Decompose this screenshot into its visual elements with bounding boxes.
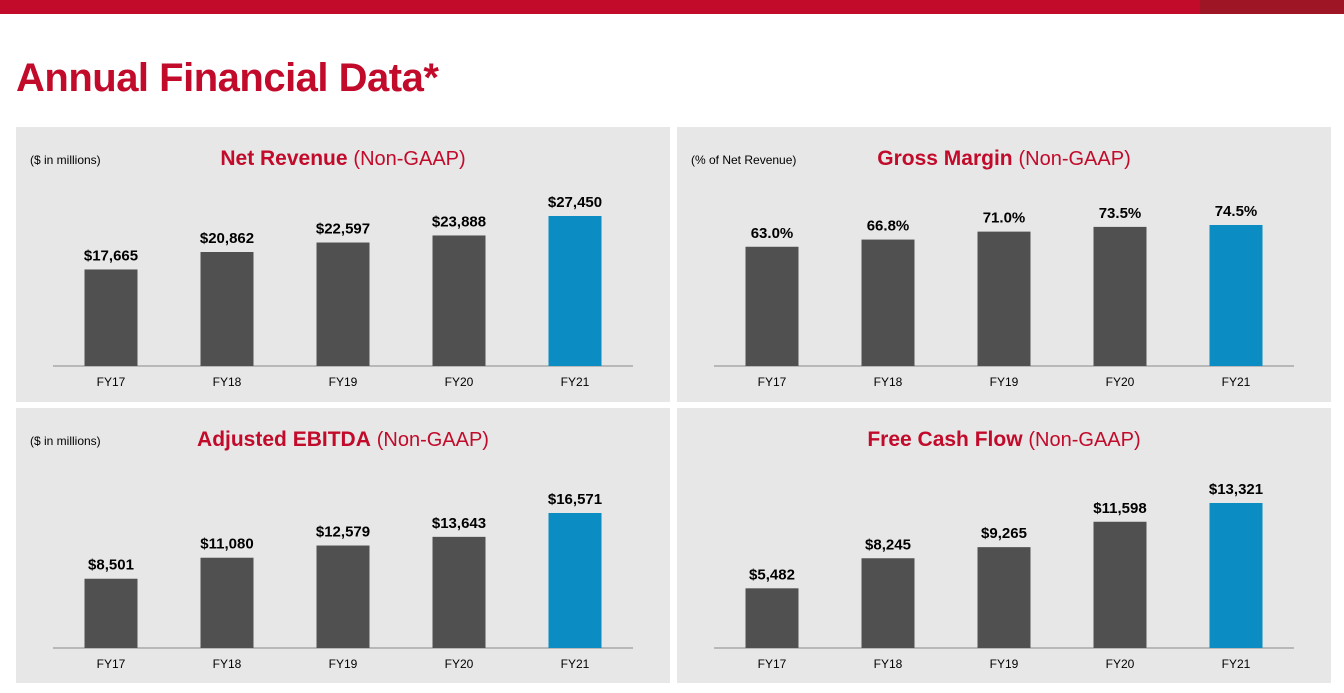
bar-fy19 <box>977 231 1031 366</box>
free-cash-flow-chart: $5,482 FY17 $8,245 FY18 $9,265 FY19 $11,598 FY2… <box>714 481 1294 671</box>
x-tick-label: FY18 <box>874 375 903 389</box>
net-revenue-panel: ($ in millions) Net Revenue (Non-GAAP) $… <box>16 127 670 402</box>
chart-title-suffix: (Non-GAAP) <box>1028 429 1141 451</box>
chart-title-main: Gross Margin <box>877 147 1013 170</box>
data-label: $8,245 <box>865 536 911 553</box>
bar-fy18 <box>200 252 254 366</box>
x-tick-label: FY19 <box>990 375 1019 389</box>
bar-fy18 <box>200 557 254 648</box>
data-label: 63.0% <box>751 225 794 242</box>
top-accent-bar <box>0 0 1344 14</box>
adjusted-ebitda-chart: $8,501 FY17 $11,080 FY18 $12,579 FY19 $13,643 F… <box>53 491 633 671</box>
x-tick-label: FY17 <box>758 375 787 389</box>
bar-fy20 <box>1093 226 1147 366</box>
chart-title: Free Cash Flow (Non-GAAP) <box>677 428 1331 452</box>
x-tick-label: FY20 <box>445 657 474 671</box>
data-label: $5,482 <box>749 566 795 583</box>
x-tick-label: FY17 <box>97 657 126 671</box>
data-label: $23,888 <box>432 213 486 230</box>
bar-fy17 <box>745 588 799 648</box>
net-revenue-chart: $17,665 FY17 $20,862 FY18 $22,597 FY19 $23,888… <box>53 194 633 389</box>
unit-note: ($ in millions) <box>30 153 101 167</box>
x-tick-label: FY18 <box>874 657 903 671</box>
bar-fy21 <box>548 513 602 648</box>
x-tick-label: FY20 <box>1106 657 1135 671</box>
x-tick-label: FY17 <box>97 375 126 389</box>
x-tick-label: FY21 <box>561 657 590 671</box>
data-label: $9,265 <box>981 525 1027 542</box>
free-cash-flow-panel: Free Cash Flow (Non-GAAP) $5,482 FY17 $8,2… <box>677 408 1331 683</box>
data-label: 73.5% <box>1099 205 1142 222</box>
bar-fy17 <box>84 578 138 648</box>
data-label: $11,598 <box>1093 500 1146 517</box>
bar-fy21 <box>1209 225 1263 366</box>
adjusted-ebitda-panel: ($ in millions) Adjusted EBITDA (Non-GAA… <box>16 408 670 683</box>
bar-fy20 <box>1093 521 1147 648</box>
data-label: 74.5% <box>1215 203 1258 220</box>
x-tick-label: FY18 <box>213 657 242 671</box>
x-tick-label: FY20 <box>1106 375 1135 389</box>
bar-fy17 <box>84 269 138 366</box>
data-label: $8,501 <box>88 557 134 574</box>
data-label: $17,665 <box>84 247 138 264</box>
unit-note: (% of Net Revenue) <box>691 153 797 167</box>
chart-title-suffix: (Non-GAAP) <box>376 429 489 451</box>
bar-fy17 <box>745 246 799 366</box>
data-label: $11,080 <box>200 536 253 553</box>
data-label: $13,321 <box>1209 481 1263 498</box>
chart-title-suffix: (Non-GAAP) <box>1018 148 1131 170</box>
gross-margin-panel: (% of Net Revenue) Gross Margin (Non-GAA… <box>677 127 1331 402</box>
chart-title-main: Adjusted EBITDA <box>197 428 371 451</box>
bar-fy18 <box>861 239 915 366</box>
chart-title: Adjusted EBITDA (Non-GAAP) <box>16 428 670 452</box>
bar-fy20 <box>432 235 486 366</box>
gross-margin-chart: 63.0% FY17 66.8% FY18 71.0% FY19 73.5% FY20 74.5… <box>714 203 1294 389</box>
data-label: $12,579 <box>316 524 370 541</box>
bar-fy21 <box>548 216 602 366</box>
data-label: 66.8% <box>867 218 910 235</box>
chart-title-suffix: (Non-GAAP) <box>353 148 466 170</box>
data-label: $13,643 <box>432 515 486 532</box>
bar-fy19 <box>316 242 370 366</box>
bar-fy21 <box>1209 503 1263 648</box>
data-label: $20,862 <box>200 230 254 247</box>
chart-title-main: Net Revenue <box>220 147 348 170</box>
bar-fy20 <box>432 536 486 648</box>
chart-title: Net Revenue (Non-GAAP) <box>16 147 670 171</box>
x-tick-label: FY21 <box>561 375 590 389</box>
x-tick-label: FY20 <box>445 375 474 389</box>
data-label: $16,571 <box>548 491 602 508</box>
top-accent-bar-dark <box>1200 0 1344 14</box>
bar-fy19 <box>977 547 1031 648</box>
chart-title-main: Free Cash Flow <box>867 428 1023 451</box>
data-label: 71.0% <box>983 210 1026 227</box>
x-tick-label: FY21 <box>1222 657 1251 671</box>
chart-title: Gross Margin (Non-GAAP) <box>677 147 1331 171</box>
x-tick-label: FY21 <box>1222 375 1251 389</box>
x-tick-label: FY19 <box>329 375 358 389</box>
x-tick-label: FY19 <box>990 657 1019 671</box>
x-tick-label: FY17 <box>758 657 787 671</box>
bar-fy19 <box>316 545 370 648</box>
x-tick-label: FY19 <box>329 657 358 671</box>
page-title: Annual Financial Data* <box>16 56 439 100</box>
data-label: $27,450 <box>548 194 602 211</box>
data-label: $22,597 <box>316 221 370 238</box>
x-tick-label: FY18 <box>213 375 242 389</box>
bar-fy18 <box>861 558 915 648</box>
unit-note: ($ in millions) <box>30 434 101 448</box>
